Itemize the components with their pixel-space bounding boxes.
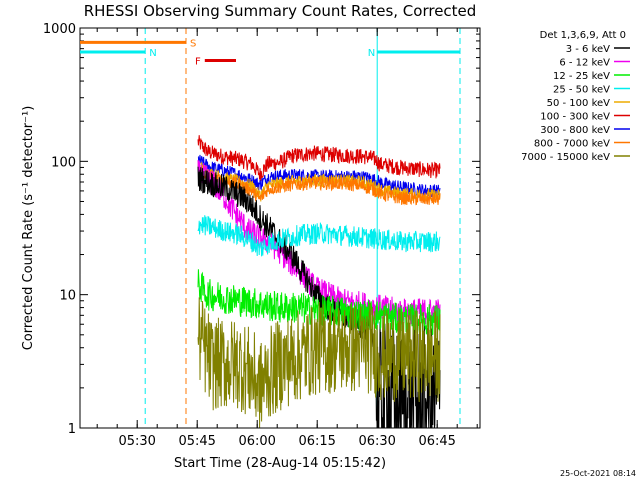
legend-label-7: 800 - 7000 keV <box>534 139 610 150</box>
legend-label-3: 25 - 50 keV <box>553 85 610 96</box>
x-tick-label-4: 06:30 <box>358 434 395 449</box>
chart-title: RHESSI Observing Summary Count Rates, Co… <box>84 2 477 20</box>
x-axis-label: Start Time (28-Aug-14 05:15:42) <box>174 456 386 471</box>
footer-date: 25-Oct-2021 08:14 <box>560 469 636 478</box>
series-line-7 <box>197 215 441 257</box>
legend-header: Det 1,3,6,9, Att 0 <box>540 30 626 41</box>
series-line-0 <box>197 135 441 182</box>
y-tick-label-3: 1000 <box>43 22 76 37</box>
plot-frame <box>79 27 481 429</box>
x-tick-label-1: 05:45 <box>178 434 215 449</box>
legend-label-2: 12 - 25 keV <box>553 71 610 82</box>
legend-label-4: 50 - 100 keV <box>547 98 611 109</box>
y-axis-label: Corrected Count Rate (s⁻¹ detector⁻¹) <box>21 106 36 351</box>
y-tick-label-0: 1 <box>68 422 76 437</box>
legend: Det 1,3,6,9, Att 0 3 - 6 keV 6 - 12 keV 12 … <box>521 30 630 163</box>
y-tick-label-2: 100 <box>51 155 76 170</box>
x-tick-label-2: 06:00 <box>238 434 275 449</box>
legend-label-6: 300 - 800 keV <box>540 125 610 136</box>
axes: 1 10 100 1000 05:30 05:45 06:00 06:15 06:30 06:45 <box>43 22 480 449</box>
x-tick-label-0: 05:30 <box>118 434 155 449</box>
legend-label-5: 100 - 300 keV <box>540 112 610 123</box>
status-bar-label-1: N <box>149 48 156 59</box>
series-line-9 <box>197 297 441 428</box>
y-tick-label-1: 10 <box>59 289 76 304</box>
legend-label-8: 7000 - 15000 keV <box>521 152 610 163</box>
status-bar-label-3: F <box>195 57 201 68</box>
x-tick-label-3: 06:15 <box>298 434 335 449</box>
x-tick-label-5: 06:45 <box>418 434 455 449</box>
legend-label-1: 6 - 12 keV <box>559 58 610 69</box>
series-line-3 <box>197 164 441 206</box>
status-bar-label-0: S <box>190 38 196 49</box>
plot-area <box>80 28 461 428</box>
legend-label-0: 3 - 6 keV <box>566 44 610 55</box>
status-bar-label-2: N <box>368 48 375 59</box>
